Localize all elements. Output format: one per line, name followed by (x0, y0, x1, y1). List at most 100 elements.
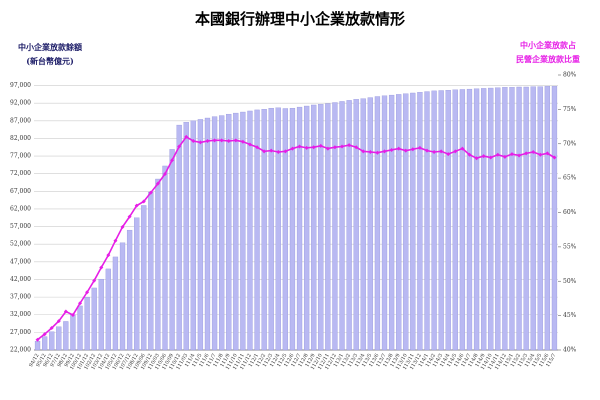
line-marker (35, 337, 40, 342)
bar (551, 86, 558, 351)
bar (403, 93, 409, 351)
bar (318, 104, 324, 351)
y2-tick-label: 55% (563, 243, 577, 250)
line-marker (417, 145, 422, 150)
line-marker (304, 145, 309, 150)
bar (332, 102, 338, 351)
line-marker (155, 181, 160, 186)
bar (162, 165, 168, 351)
bar (176, 124, 182, 351)
line-marker (290, 146, 295, 151)
y-tick-label: 77,000 (10, 153, 31, 160)
line-marker (240, 139, 245, 144)
bar (141, 205, 147, 351)
line-marker (127, 214, 132, 219)
line-marker (332, 145, 337, 150)
bar (98, 278, 104, 351)
line-marker (410, 147, 415, 152)
bar (275, 107, 281, 351)
line-marker (184, 134, 189, 139)
line-marker (191, 139, 196, 143)
bar (268, 107, 274, 351)
line-marker (106, 253, 111, 258)
bar (360, 98, 366, 351)
line-marker (453, 149, 458, 154)
bar (134, 217, 140, 351)
line-marker (552, 155, 557, 160)
line-marker (502, 154, 507, 159)
line-marker (481, 154, 486, 159)
y-tick-label: 92,000 (10, 100, 31, 107)
bar (325, 103, 331, 351)
bar (41, 336, 48, 351)
bar (488, 87, 494, 351)
line-marker (460, 146, 465, 151)
y2-tick-label: 80% (563, 72, 577, 79)
line-marker (396, 146, 401, 151)
bar (381, 95, 388, 351)
bar (367, 97, 373, 351)
line-marker (219, 138, 224, 143)
line-marker (170, 158, 175, 163)
y-tick-label: 87,000 (10, 117, 31, 124)
line-marker (531, 150, 536, 154)
line-marker (226, 139, 231, 143)
bar (77, 305, 83, 351)
line-marker (354, 145, 359, 150)
line-marker (403, 148, 408, 153)
line-marker (134, 203, 139, 208)
line-marker (382, 149, 387, 154)
y-tick-label: 42,000 (10, 276, 31, 283)
bar (169, 149, 175, 351)
y2-tick-label: 40% (563, 347, 577, 354)
bar (211, 116, 218, 351)
line-marker (311, 145, 316, 150)
line-marker (361, 149, 366, 154)
bar (481, 88, 487, 351)
bar (190, 120, 196, 351)
line-marker (276, 150, 281, 154)
line-marker (148, 190, 153, 195)
line-marker (368, 150, 373, 154)
line-marker (42, 332, 47, 337)
line-marker (70, 312, 75, 317)
bar (431, 90, 437, 351)
line-marker (163, 172, 167, 176)
bar (282, 108, 289, 351)
line-marker (467, 152, 472, 157)
bar (219, 115, 225, 351)
line-marker (113, 238, 118, 243)
y-tick-label: 32,000 (10, 311, 31, 318)
bar (544, 86, 551, 351)
line-marker (205, 139, 210, 143)
bar (438, 90, 444, 351)
bar (466, 88, 473, 351)
line-marker (262, 149, 267, 154)
bar (247, 110, 253, 351)
y2-tick-label: 60% (563, 209, 577, 216)
y-tick-label: 52,000 (10, 241, 31, 248)
line-marker (78, 301, 83, 306)
bar (452, 89, 458, 351)
y2-tick-label: 70% (563, 140, 577, 147)
bar (119, 242, 126, 351)
line (37, 135, 555, 341)
y2-tick-label: 45% (563, 312, 577, 319)
bar (197, 119, 204, 351)
line-marker (318, 143, 323, 148)
bar (374, 96, 381, 351)
y2-tick-label: 75% (563, 106, 577, 113)
line-marker (439, 149, 444, 154)
y-tick-label: 27,000 (10, 329, 31, 336)
line-marker (99, 265, 104, 270)
line-marker (425, 148, 429, 153)
y-tick-label: 47,000 (10, 258, 31, 265)
line-marker (538, 152, 543, 157)
line-marker (269, 148, 274, 153)
y-axis-label: (新台幣億元) (26, 56, 74, 66)
bar (396, 94, 402, 351)
line-marker (63, 309, 68, 314)
line-marker (432, 150, 437, 154)
line-marker (545, 151, 550, 156)
